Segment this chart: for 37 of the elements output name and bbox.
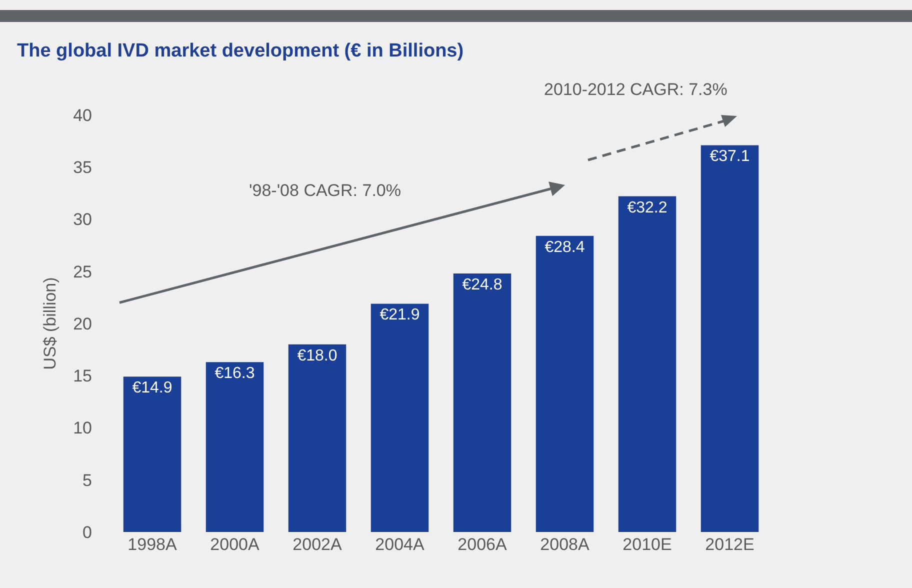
annotation: '98-'08 CAGR: 7.0% [249, 181, 402, 200]
data-label: €37.1 [710, 148, 750, 166]
y-tick-label: 35 [73, 158, 92, 178]
y-tick-label: 40 [73, 106, 92, 125]
bar [453, 273, 512, 532]
chart-title: The global IVD market development (€ in Billions) [17, 40, 464, 62]
data-label: €18.0 [297, 347, 338, 364]
bar [536, 236, 594, 532]
bar [123, 376, 182, 532]
bar [618, 196, 676, 532]
data-label: €24.8 [462, 276, 502, 294]
y-tick-label: 20 [73, 314, 92, 334]
x-tick-label: 2000A [210, 535, 260, 554]
y-tick-label: 15 [73, 366, 92, 386]
y-tick-label: 0 [82, 522, 92, 542]
y-tick-label: 10 [73, 418, 92, 438]
text: 2010-2012 CAGR: 7.3% [544, 80, 728, 99]
data-label: €32.2 [627, 199, 668, 216]
bar [700, 145, 759, 532]
x-tick-label: 2002A [292, 535, 342, 554]
x-tick-label: 2010E [622, 535, 672, 554]
bar [370, 304, 429, 532]
data-label: €16.3 [214, 365, 255, 382]
data-label: €21.9 [380, 306, 420, 324]
x-tick-label: 2008A [540, 535, 590, 554]
data-label: €28.4 [544, 238, 585, 256]
x-tick-label: 2006A [458, 535, 508, 554]
y-tick-label: 25 [73, 262, 92, 282]
bar [288, 344, 346, 532]
y-tick-label: 30 [73, 210, 92, 230]
y-tick-label: 5 [82, 470, 92, 490]
bar [206, 362, 264, 532]
x-tick-label: 2004A [375, 535, 425, 554]
data-label: €14.9 [132, 380, 172, 397]
y-axis-title: US$ (billion) [40, 277, 60, 370]
x-tick-label: 2012E [705, 535, 754, 554]
x-tick-label: 1998A [128, 535, 178, 554]
